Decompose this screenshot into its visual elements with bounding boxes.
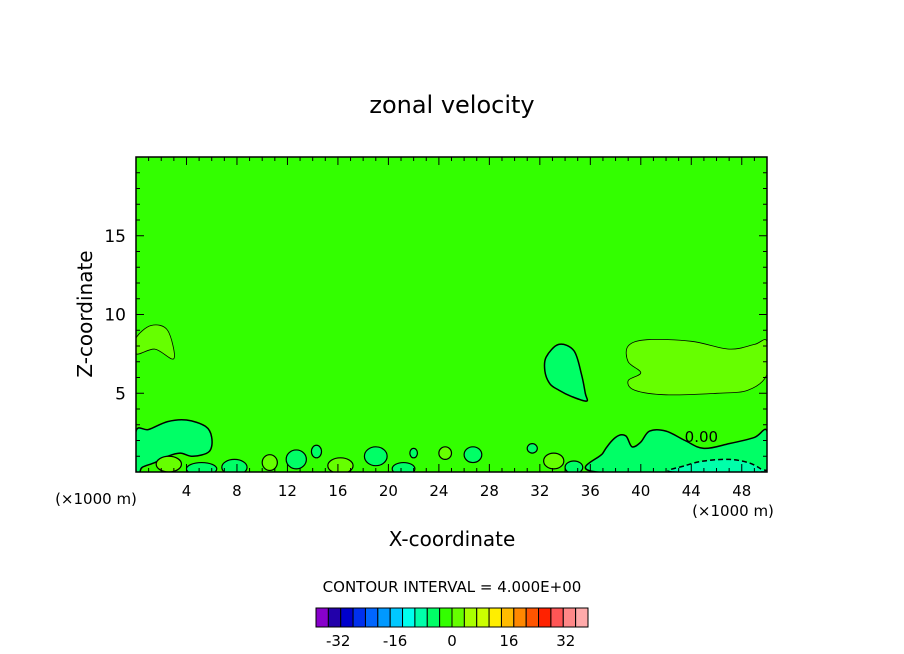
surface-blob	[310, 444, 323, 459]
x-tick-label: 4	[182, 482, 192, 500]
surface-blob	[285, 449, 307, 470]
x-tick-label: 44	[682, 482, 701, 500]
colorbar-swatch	[538, 607, 552, 628]
colorbar-swatch	[439, 607, 453, 628]
y-axis-label: Z-coordinate	[73, 250, 97, 377]
colorbar	[315, 607, 589, 628]
colorbar-tick-label: 32	[556, 632, 575, 650]
surface-blob	[221, 458, 248, 472]
surface-blob	[261, 454, 278, 472]
y-tick-label: 5	[115, 384, 126, 404]
contour-region-5	[667, 458, 767, 472]
x-tick-label: 24	[429, 482, 448, 500]
surface-blob	[185, 461, 218, 472]
x-tick-label: 32	[530, 482, 549, 500]
y-tick-label: 10	[104, 306, 126, 326]
x-unit-label-left: (×1000 m)	[55, 490, 137, 508]
x-tick-label: 48	[732, 482, 751, 500]
surface-blob	[564, 460, 584, 472]
x-tick-label: 12	[278, 482, 297, 500]
axis-ticks	[136, 157, 767, 472]
surface-blob	[391, 461, 416, 472]
colorbar-swatch	[364, 607, 379, 628]
plot-background	[136, 157, 767, 472]
colorbar-swatch	[550, 607, 564, 628]
colorbar-swatch	[463, 607, 478, 628]
x-tick-labels: 4 8 12 16 20 24 28 32 36 40 44 48	[182, 482, 752, 500]
contour-region-1	[625, 338, 767, 396]
colorbar-swatch	[500, 607, 515, 628]
colorbar-swatch	[414, 607, 428, 628]
colorbar-tick-label: 16	[499, 632, 518, 650]
colorbar-swatch	[575, 607, 589, 628]
colorbar-swatch	[562, 607, 577, 628]
chart-title: zonal velocity	[369, 91, 534, 119]
x-axis-label: X-coordinate	[389, 527, 516, 551]
x-tick-label: 20	[379, 482, 398, 500]
colorbar-swatch	[389, 607, 404, 628]
colorbar-tick-label: 0	[447, 632, 457, 650]
y-tick-labels: 5 10 15	[104, 227, 126, 405]
surface-blob	[543, 452, 565, 470]
contour-region-2	[543, 343, 589, 402]
colorbar-swatch	[402, 607, 416, 628]
colorbar-swatch	[513, 607, 527, 628]
contour-label: 0.00	[685, 428, 718, 446]
colorbar-swatch	[340, 607, 354, 628]
colorbar-tick-labels: -32 -16 0 16 32	[326, 632, 575, 650]
y-tick-label: 15	[104, 227, 126, 247]
surface-blob	[327, 457, 354, 472]
colorbar-swatch	[525, 607, 540, 628]
surface-blob	[363, 446, 388, 467]
contour-region-3	[136, 418, 213, 472]
colorbar-swatch	[488, 607, 502, 628]
colorbar-tick-label: -32	[326, 632, 351, 650]
colorbar-tick-label: -16	[383, 632, 408, 650]
surface-blob	[526, 443, 538, 454]
surface-blob	[463, 446, 483, 464]
x-tick-label: 16	[328, 482, 347, 500]
colorbar-swatch	[476, 607, 490, 628]
contour-region-0	[136, 324, 175, 360]
x-tick-label: 28	[480, 482, 499, 500]
colorbar-swatch	[327, 607, 342, 628]
colorbar-swatch	[315, 607, 329, 628]
colorbar-swatch	[451, 607, 465, 628]
surface-blob	[438, 446, 453, 461]
surface-blob	[409, 447, 419, 459]
colorbar-swatch	[426, 607, 441, 628]
surface-blob	[155, 455, 183, 472]
plot-area: 0.00	[135, 156, 768, 473]
x-unit-label-right: (×1000 m)	[692, 502, 774, 520]
contour-interval-text: CONTOUR INTERVAL = 4.000E+00	[323, 578, 582, 596]
contour-regions	[136, 324, 767, 472]
colorbar-swatch	[352, 607, 366, 628]
x-tick-label: 40	[631, 482, 650, 500]
colorbar-swatch	[377, 607, 391, 628]
x-tick-label: 36	[581, 482, 600, 500]
x-tick-label: 8	[232, 482, 242, 500]
surface-contour-blobs	[155, 443, 584, 472]
